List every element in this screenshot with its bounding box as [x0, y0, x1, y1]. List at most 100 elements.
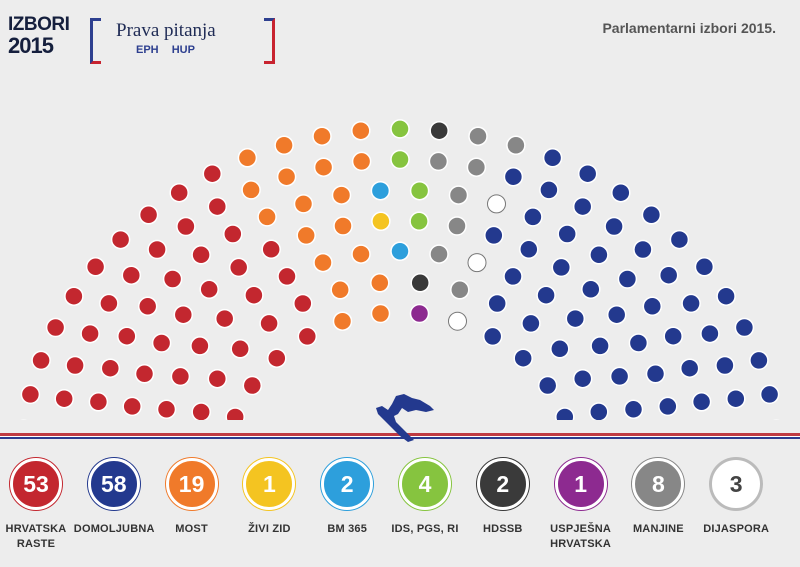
seat — [80, 323, 100, 344]
seat — [482, 326, 503, 347]
seat — [565, 308, 586, 329]
seat — [448, 185, 469, 205]
seat — [609, 366, 630, 387]
seat — [468, 126, 488, 146]
brand-logo: Prava pitanja EPH HUP — [90, 18, 275, 64]
legend-party-name: MOST — [175, 523, 208, 535]
seat — [642, 296, 663, 317]
seat — [679, 358, 700, 378]
seat — [513, 348, 533, 368]
seat — [658, 265, 679, 285]
seat — [64, 286, 84, 306]
seat — [351, 244, 371, 264]
legend-party-name: USPJEŠNA HRVATSKA — [550, 523, 612, 550]
seat — [137, 296, 158, 317]
seat — [296, 225, 316, 246]
seat — [169, 182, 189, 203]
seat — [390, 241, 410, 262]
seat — [170, 366, 191, 387]
legend-item: 3 DIJASPORA — [696, 458, 776, 537]
seat — [589, 245, 609, 265]
seat — [117, 326, 137, 346]
seat — [572, 196, 593, 217]
seat — [244, 285, 264, 305]
seat — [176, 216, 196, 237]
seat — [390, 119, 410, 139]
seat — [503, 166, 524, 187]
seat — [202, 163, 223, 184]
seat — [65, 355, 85, 376]
seat — [199, 279, 219, 300]
legend: 53 HRVATSKA RASTE 58 DOMOLJUBNA 19 MOST 1 ŽIVI … — [0, 458, 800, 563]
seat — [370, 273, 390, 293]
seat — [589, 402, 609, 420]
seat — [191, 245, 211, 265]
seat — [409, 303, 430, 324]
seat — [557, 224, 577, 244]
legend-party-name: BM 365 — [327, 523, 368, 535]
seat — [759, 384, 780, 405]
seat — [110, 229, 131, 250]
seat — [539, 180, 559, 200]
legend-seat-count: 2 — [476, 458, 529, 510]
seat — [555, 407, 575, 420]
seat — [749, 350, 769, 371]
seat — [503, 266, 523, 287]
seat — [207, 196, 228, 217]
seat — [134, 364, 155, 384]
seat — [274, 135, 294, 156]
divider-line-white — [0, 436, 800, 437]
legend-seat-count: 1 — [243, 458, 296, 510]
seat — [669, 229, 690, 250]
page-title: Parlamentarni izbori 2015. — [602, 20, 776, 36]
seat — [484, 225, 504, 246]
legend-seat-count: 19 — [165, 458, 218, 510]
seat — [410, 273, 430, 293]
seat — [276, 166, 297, 187]
seat — [45, 317, 66, 338]
legend-party-name: ŽIVI ZID — [248, 523, 291, 535]
seat — [628, 333, 649, 353]
seat — [409, 211, 429, 232]
legend-item: 58 DOMOLJUBNA — [74, 458, 154, 537]
seat — [293, 293, 313, 314]
seat — [604, 216, 624, 237]
legend-item: 53 HRVATSKA RASTE — [0, 458, 76, 552]
seat — [312, 126, 332, 146]
seat — [487, 293, 507, 314]
seat — [726, 388, 746, 409]
seat — [606, 304, 627, 325]
seat — [536, 285, 556, 305]
legend-seat-count: 53 — [10, 458, 62, 510]
brand-partners: EPH HUP — [136, 44, 205, 56]
seat — [190, 336, 210, 356]
seat — [225, 407, 245, 420]
seat — [351, 120, 371, 141]
seat — [277, 266, 297, 287]
seat — [121, 265, 142, 285]
seat — [448, 311, 467, 331]
seat — [88, 392, 109, 412]
seat — [257, 207, 277, 227]
seat — [138, 205, 159, 225]
seat — [156, 399, 177, 420]
seat — [429, 120, 449, 141]
seat — [581, 279, 601, 300]
seat — [572, 368, 593, 389]
seat — [99, 293, 119, 314]
legend-party-name: DIJASPORA — [703, 523, 770, 535]
seat — [100, 358, 121, 378]
seat — [85, 257, 106, 277]
legend-party-name: HDSSB — [483, 523, 523, 535]
seat — [31, 350, 51, 371]
seat — [487, 194, 506, 214]
seat — [450, 280, 470, 300]
legend-item: 19 MOST — [152, 458, 232, 537]
seat — [542, 148, 563, 168]
seat — [537, 375, 558, 396]
seat — [20, 384, 41, 405]
seat — [151, 333, 172, 353]
seat — [313, 157, 334, 177]
seat — [259, 313, 279, 334]
legend-item: 4 IDS, PGS, RI — [385, 458, 465, 537]
